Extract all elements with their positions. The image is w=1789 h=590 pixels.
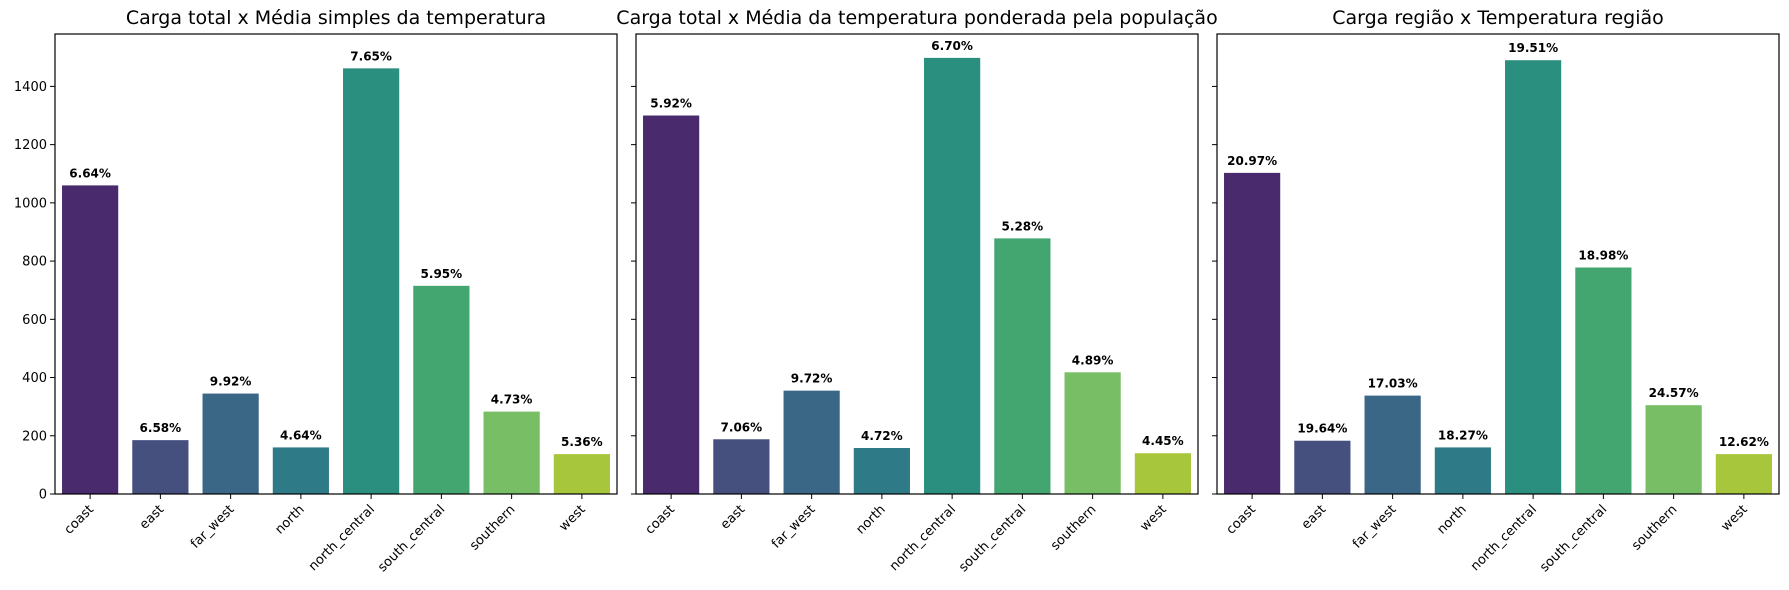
x-tick-label: west (557, 502, 589, 534)
bar-north (1434, 447, 1491, 494)
x-tick-label: north (853, 502, 888, 537)
y-tick-label: 800 (22, 255, 47, 270)
x-tick-label: east (1299, 502, 1329, 532)
x-tick-label: north_central (887, 502, 959, 574)
x-tick-label: far_west (1350, 502, 1399, 551)
bar-southern (1645, 405, 1702, 494)
x-tick-label: north_central (306, 502, 378, 574)
y-tick-label: 0 (39, 488, 47, 503)
data-label: 5.36% (561, 435, 603, 449)
bar-north_central (924, 57, 981, 495)
data-label: 6.58% (140, 421, 182, 435)
data-label: 19.51% (1508, 41, 1558, 55)
bar-far_west (202, 393, 259, 494)
plot-frame (54, 33, 618, 495)
bar-coast (62, 185, 119, 495)
data-label: 20.97% (1227, 154, 1277, 168)
data-label: 12.62% (1719, 435, 1769, 449)
data-label: 4.89% (1072, 353, 1114, 367)
y-tick-label: 1400 (14, 80, 47, 95)
data-label: 17.03% (1368, 377, 1418, 391)
chart-title: Carga região x Temperatura região (1332, 7, 1664, 29)
plot-frame (1216, 33, 1780, 495)
bar-south_central (994, 238, 1051, 494)
bar-west (553, 454, 610, 494)
chart-title: Carga total x Média simples da temperatu… (126, 7, 546, 29)
x-tick-label: east (137, 502, 167, 532)
data-label: 19.64% (1297, 422, 1347, 436)
chart-title: Carga total x Média da temperatura ponde… (616, 7, 1217, 29)
bar-north (272, 447, 329, 494)
data-label: 5.92% (650, 97, 692, 111)
y-tick-label: 400 (22, 371, 47, 386)
x-tick-label: south_central (375, 502, 448, 575)
bar-west (1715, 454, 1772, 494)
x-tick-label: north_central (1468, 502, 1540, 574)
data-label: 4.72% (861, 429, 903, 443)
data-label: 9.72% (791, 372, 833, 386)
data-label: 24.57% (1649, 386, 1699, 400)
data-label: 5.28% (1002, 219, 1044, 233)
data-label: 7.65% (350, 49, 392, 63)
bar-coast (1224, 172, 1281, 494)
bar-north_central (343, 68, 400, 494)
bar-east (713, 439, 770, 494)
chart-panel-1: Carga total x Média simples da temperatu… (14, 7, 618, 575)
bar-north_central (1505, 60, 1562, 495)
y-tick-label: 1200 (14, 138, 47, 153)
bar-east (1294, 440, 1351, 494)
y-tick-label: 200 (22, 429, 47, 444)
bar-south_central (1575, 267, 1632, 494)
data-label: 6.70% (931, 39, 973, 53)
y-tick-label: 600 (22, 313, 47, 328)
data-label: 7.06% (721, 420, 763, 434)
bar-southern (483, 411, 540, 494)
x-tick-label: west (1719, 502, 1751, 534)
bar-west (1134, 453, 1191, 494)
x-tick-label: north (272, 502, 307, 537)
x-tick-label: coast (62, 502, 97, 537)
bar-far_west (1364, 395, 1421, 494)
data-label: 9.92% (210, 375, 252, 389)
x-tick-label: coast (643, 502, 678, 537)
x-tick-label: far_west (769, 502, 818, 551)
x-tick-label: southern (467, 502, 518, 553)
plot-frame (635, 33, 1199, 495)
x-tick-label: far_west (188, 502, 237, 551)
data-label: 18.27% (1438, 428, 1488, 442)
x-tick-label: north (1434, 502, 1469, 537)
data-label: 5.95% (421, 267, 463, 281)
x-tick-label: south_central (956, 502, 1029, 575)
x-tick-label: southern (1048, 502, 1099, 553)
x-tick-label: coast (1224, 502, 1259, 537)
bar-east (132, 440, 189, 494)
x-tick-label: southern (1629, 502, 1680, 553)
data-label: 4.45% (1142, 434, 1184, 448)
data-label: 6.64% (69, 166, 111, 180)
data-label: 4.73% (491, 393, 533, 407)
bar-coast (643, 115, 700, 495)
data-label: 4.64% (280, 428, 322, 442)
y-tick-label: 1000 (14, 196, 47, 211)
data-label: 18.98% (1578, 248, 1628, 262)
x-tick-label: south_central (1537, 502, 1610, 575)
bar-south_central (413, 285, 470, 494)
bar-far_west (783, 390, 840, 494)
chart-panel-3: Carga região x Temperatura região 20.97% c… (1212, 7, 1780, 575)
chart-panel-2: Carga total x Média da temperatura ponde… (616, 7, 1217, 575)
bar-north (853, 448, 910, 494)
bar-southern (1064, 372, 1121, 494)
x-tick-label: east (718, 502, 748, 532)
x-tick-label: west (1138, 502, 1170, 534)
